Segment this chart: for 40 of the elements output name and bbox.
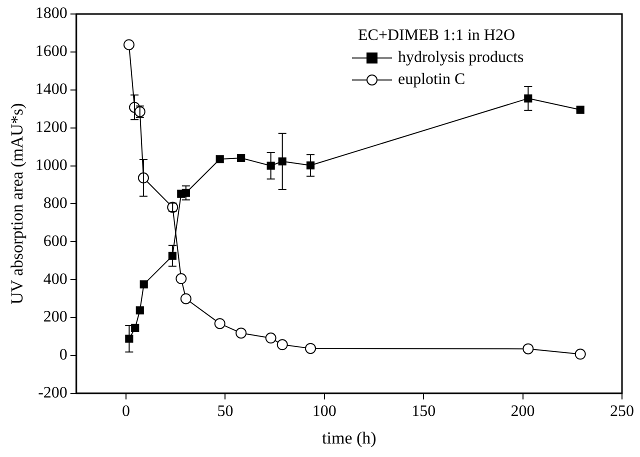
point bbox=[176, 273, 187, 284]
legend-label: euplotin C bbox=[398, 71, 466, 88]
y-tick-label: 1400 bbox=[35, 81, 68, 98]
point bbox=[136, 306, 144, 314]
point bbox=[265, 332, 276, 344]
point bbox=[305, 342, 316, 354]
y-tick-label: -200 bbox=[38, 384, 68, 402]
point bbox=[216, 155, 224, 164]
point bbox=[522, 343, 534, 354]
x-tick-label: 250 bbox=[610, 403, 634, 420]
point bbox=[576, 106, 584, 114]
x-tick-label: 200 bbox=[510, 403, 535, 420]
y-axis-title: UV absorption area (mAU*s) bbox=[8, 103, 27, 304]
point bbox=[237, 154, 246, 162]
point bbox=[214, 318, 226, 330]
y-tick-label: 600 bbox=[43, 232, 68, 250]
point bbox=[574, 348, 586, 360]
y-tick-label: 1600 bbox=[35, 43, 68, 60]
point bbox=[131, 324, 140, 332]
x-tick-label: 0 bbox=[122, 403, 130, 420]
point bbox=[140, 280, 148, 288]
point bbox=[276, 339, 288, 350]
x-tick-label: 150 bbox=[412, 403, 436, 420]
y-tick-label: 0 bbox=[59, 346, 68, 364]
y-tick-label: 200 bbox=[43, 308, 68, 326]
legend-label: hydrolysis products bbox=[398, 49, 524, 66]
y-tick-label: 400 bbox=[43, 270, 68, 288]
x-axis-title: time (h) bbox=[322, 428, 376, 448]
point bbox=[125, 334, 134, 343]
legend-title: EC+DIMEB 1:1 in H2O bbox=[358, 27, 516, 44]
point bbox=[236, 328, 247, 339]
y-tick-label: 1200 bbox=[35, 119, 68, 136]
point bbox=[123, 39, 134, 50]
point bbox=[266, 162, 275, 170]
y-tick-label: 800 bbox=[43, 194, 68, 212]
y-tick-label: 1000 bbox=[35, 156, 68, 174]
point bbox=[180, 293, 192, 304]
x-tick-label: 100 bbox=[312, 403, 336, 420]
x-tick-label: 50 bbox=[217, 403, 234, 420]
y-tick-label: 1800 bbox=[35, 5, 68, 22]
